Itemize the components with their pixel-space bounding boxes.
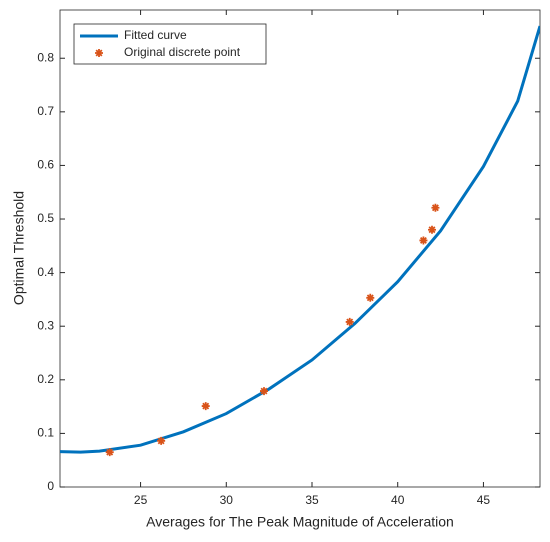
- point: [419, 236, 428, 245]
- point: [260, 387, 268, 396]
- point: [366, 293, 375, 302]
- x-tick-label: 30: [220, 493, 234, 507]
- point: [105, 448, 114, 457]
- legend-box: [73, 23, 267, 65]
- point: [157, 436, 166, 445]
- y-tick-label: 0.3: [37, 318, 54, 332]
- y-tick-label: 0.7: [37, 104, 54, 118]
- y-tick-label: 0.6: [37, 158, 54, 172]
- legend-swatch: [95, 49, 103, 57]
- point: [345, 317, 354, 326]
- x-axis-label: Averages for The Peak Magnitude of Accel…: [146, 514, 454, 530]
- point: [201, 402, 210, 411]
- x-tick-label: 40: [391, 493, 405, 507]
- y-tick-label: 0: [47, 479, 54, 493]
- x-tick-label: 35: [305, 493, 319, 507]
- legend-label: Fitted curve: [124, 28, 187, 42]
- x-tick-label: 45: [477, 493, 491, 507]
- y-tick-label: 0.1: [37, 426, 54, 440]
- point: [428, 225, 436, 234]
- point: [431, 203, 440, 212]
- y-tick-label: 0.2: [37, 372, 54, 386]
- legend-label: Original discrete point: [124, 45, 241, 59]
- y-axis-label: Optimal Threshold: [11, 191, 27, 305]
- y-tick-label: 0.8: [37, 50, 54, 64]
- y-tick-label: 0.5: [37, 211, 54, 225]
- y-tick-label: 0.4: [37, 265, 54, 279]
- plot-area: [59, 9, 541, 488]
- fitted-curve: [60, 25, 540, 454]
- x-tick-label: 25: [134, 493, 148, 507]
